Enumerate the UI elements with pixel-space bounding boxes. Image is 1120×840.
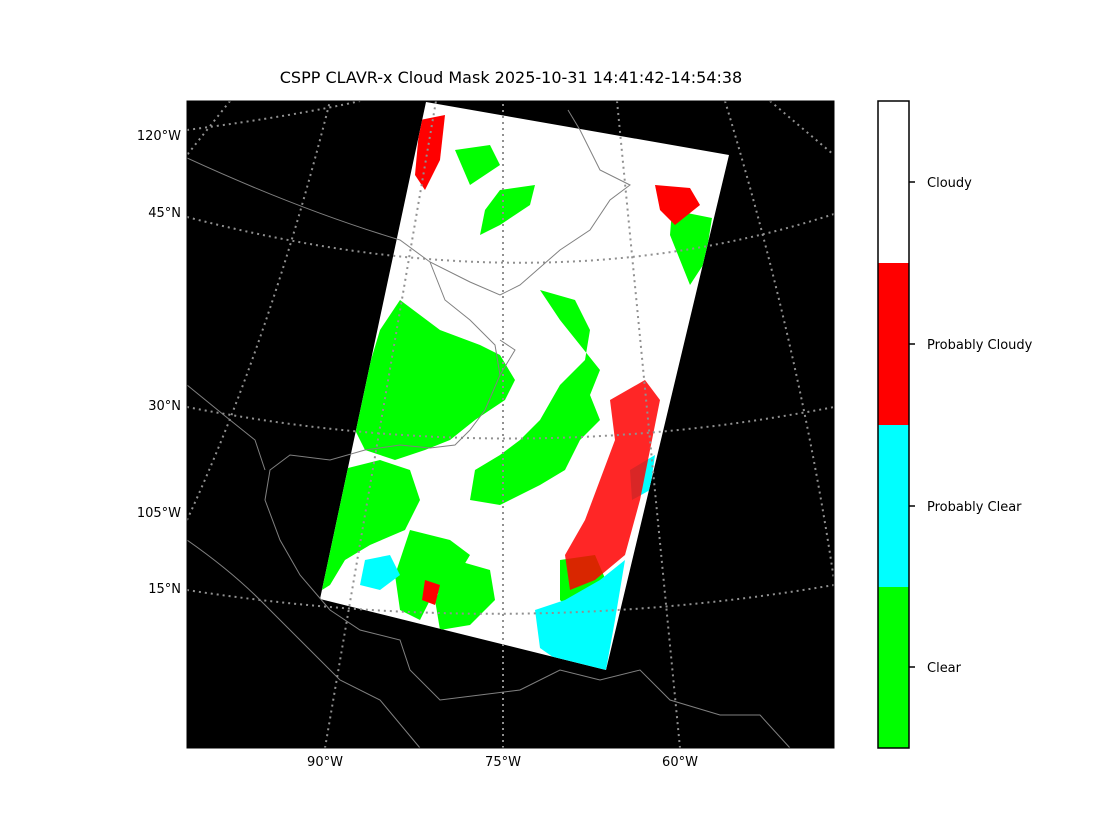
probably-clear-west — [360, 555, 400, 590]
left-label-0: 120°W — [137, 129, 181, 144]
bottom-label-0: 90°W — [307, 755, 343, 770]
colorbar-label-clear: Clear — [927, 661, 962, 676]
clear-region-ne-atlantic — [670, 210, 712, 285]
clear-region-atlantic — [470, 290, 600, 505]
clear-region-southeast-us — [355, 300, 515, 460]
chart-title: CSPP CLAVR-x Cloud Mask 2025-10-31 14:41… — [279, 68, 743, 87]
cloud-mask-field — [322, 115, 712, 670]
graticule — [187, 101, 834, 748]
probably-clear-south — [535, 560, 625, 670]
left-label-4: 15°N — [148, 582, 181, 597]
left-label-2: 30°N — [148, 399, 181, 414]
colorbar-label-probably-clear: Probably Clear — [927, 500, 1022, 515]
clear-region-great-lakes — [480, 185, 535, 235]
probably-cloudy-sw — [422, 580, 440, 605]
left-label-1: 45°N — [148, 206, 181, 221]
coastlines — [187, 109, 791, 748]
colorbar-label-probably-cloudy: Probably Cloudy — [927, 338, 1033, 353]
probably-cloudy-east-band — [565, 380, 660, 590]
map-frame — [186, 100, 835, 749]
colorbar-segment-cloudy — [878, 101, 909, 263]
colorbar-segment-clear — [878, 587, 909, 748]
left-label-3: 105°W — [137, 506, 181, 521]
bottom-label-2: 60°W — [662, 755, 698, 770]
colorbar-frame — [877, 100, 910, 749]
bottom-axis-labels: 90°W 75°W 60°W — [307, 755, 698, 770]
colorbar-segment-probably-cloudy — [878, 263, 909, 425]
probably-cloudy-ne — [655, 185, 700, 225]
colorbar-segment-probably-clear — [878, 425, 909, 587]
left-axis-labels: 120°W 45°N 30°N 105°W 15°N — [137, 129, 181, 597]
colorbar: Cloudy Probably Cloudy Probably Clear Cl… — [877, 100, 1033, 749]
probably-cloudy-north — [415, 115, 445, 190]
clear-region-north-small — [455, 145, 500, 185]
clear-region-gulf-west — [322, 460, 420, 590]
clear-region-gulf-east — [395, 530, 470, 620]
bottom-label-1: 75°W — [485, 755, 521, 770]
colorbar-label-cloudy: Cloudy — [927, 176, 972, 191]
